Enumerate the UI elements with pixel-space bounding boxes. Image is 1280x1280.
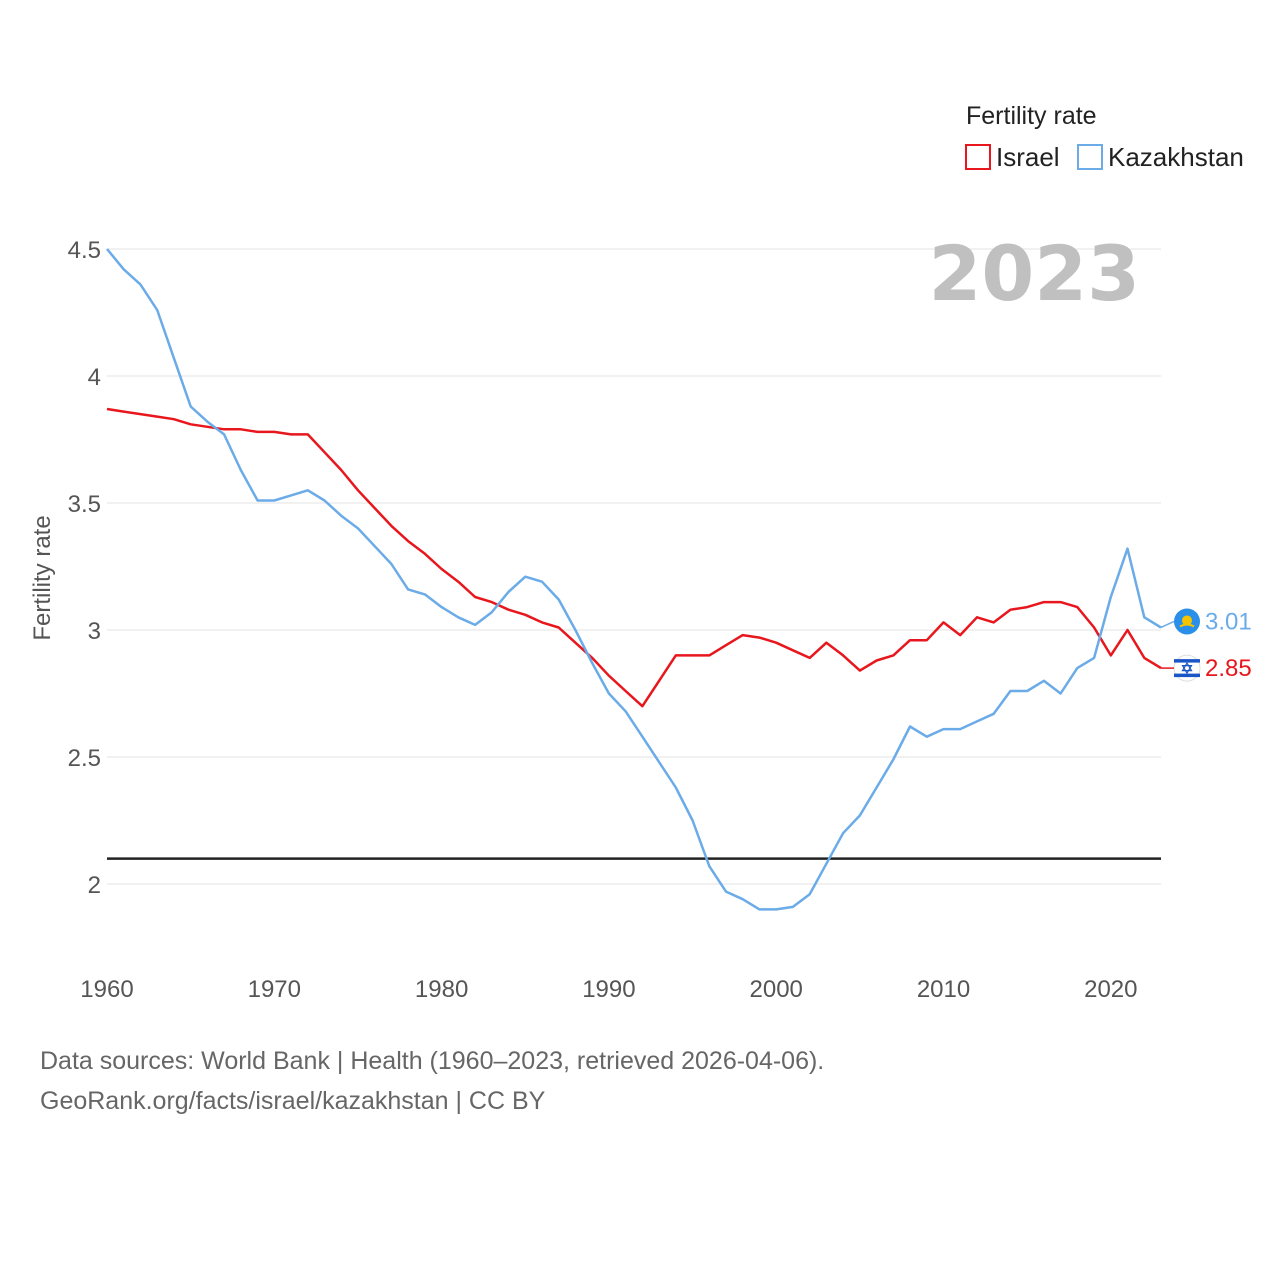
y-axis-ticks: 2 2.5 3 3.5 4 4.5 [68,237,101,899]
x-tick-label: 2000 [750,976,803,1003]
y-tick-label: 2 [88,872,101,899]
x-tick-label: 1970 [248,976,301,1003]
x-tick-label: 2020 [1084,976,1137,1003]
series-line-israel [106,407,1162,708]
x-tick-label: 1990 [582,976,635,1003]
x-axis-ticks: 1960 1970 1980 1990 2000 2010 2020 [80,976,1137,1003]
y-axis-label: Fertility rate [29,515,56,640]
kazakhstan-flag-icon [1174,608,1200,635]
end-value-israel: 2.85 [1205,655,1252,682]
series-layer [106,248,1162,911]
legend-swatch-kazakhstan [1077,144,1103,170]
x-tick-label: 1980 [415,976,468,1003]
fertility-rate-chart: 2 2.5 3 3.5 4 4.5 1960 1970 1980 1990 2000 2010 202… [29,102,1252,1003]
legend-title: Fertility rate [966,102,1097,130]
y-tick-label: 4 [88,364,101,391]
x-tick-label: 1960 [80,976,133,1003]
x-tick-label: 2010 [917,976,970,1003]
legend-label-israel: Israel [996,142,1060,172]
y-tick-label: 3.5 [68,491,101,518]
y-tick-label: 2.5 [68,745,101,772]
legend-swatch-israel [965,144,991,170]
legend-label-kazakhstan: Kazakhstan [1108,142,1244,172]
grid-lines [107,248,1161,885]
end-value-kazakhstan: 3.01 [1205,608,1252,635]
y-tick-label: 3 [88,618,101,645]
source-line-1: Data sources: World Bank | Health (1960–… [40,1047,825,1075]
end-labels: 2.85 3.01 [1160,608,1252,682]
series-line-kazakhstan [106,248,1162,911]
chart-title-year: 2023 [928,229,1140,318]
y-tick-label: 4.5 [68,237,101,264]
source-line-2: GeoRank.org/facts/israel/kazakhstan | CC… [40,1087,546,1115]
israel-flag-icon [1173,654,1201,682]
end-connector-kazakhstan [1160,620,1175,629]
legend: Fertility rate Israel Kazakhstan [965,102,1244,172]
